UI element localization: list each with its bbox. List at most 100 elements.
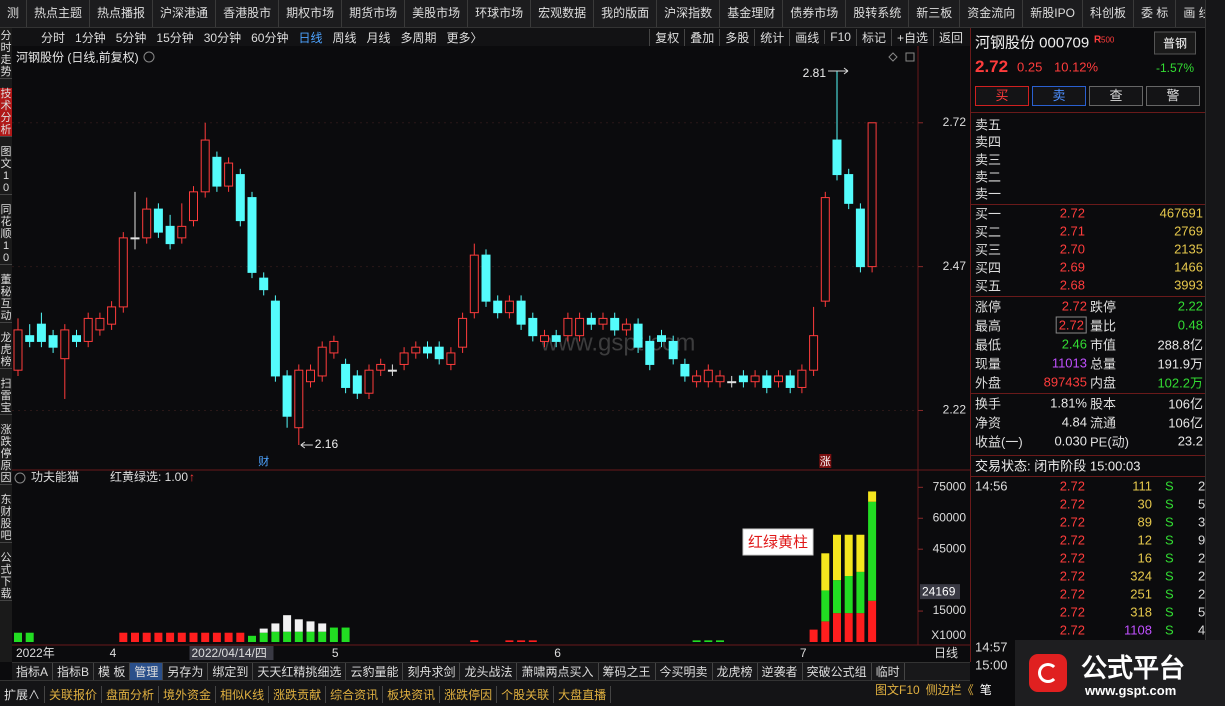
- formula-tab[interactable]: 模 板: [94, 663, 131, 681]
- diamond-icon[interactable]: [888, 52, 898, 62]
- menu-item[interactable]: 沪深港通: [153, 0, 217, 27]
- menu-item[interactable]: 委 标: [1134, 0, 1177, 27]
- menu-item[interactable]: 宏观数据: [531, 0, 595, 27]
- menu-item[interactable]: 期货市场: [342, 0, 406, 27]
- right-link[interactable]: 侧边栏《: [925, 682, 974, 697]
- menu-item[interactable]: 沪深指数: [657, 0, 721, 27]
- period-tab[interactable]: 分时: [41, 30, 66, 45]
- formula-tab[interactable]: 另存为: [163, 663, 209, 681]
- candle-body: [294, 369, 304, 429]
- sidebar-tab[interactable]: 图文10: [0, 146, 12, 195]
- menu-item[interactable]: 科创板: [1083, 0, 1134, 27]
- menu-item[interactable]: 债券市场: [783, 0, 847, 27]
- tool-button[interactable]: 画线: [789, 28, 824, 46]
- tool-button[interactable]: 复权: [649, 28, 684, 46]
- period-tab[interactable]: 更多〉: [446, 30, 483, 45]
- formula-tab[interactable]: 刻舟求剑: [403, 663, 461, 681]
- tool-button[interactable]: 返回: [932, 28, 968, 46]
- sidebar-tab[interactable]: 分时走势: [0, 30, 12, 79]
- period-tab[interactable]: 60分钟: [251, 30, 289, 45]
- dropdown-icon[interactable]: [14, 472, 26, 484]
- tool-button[interactable]: 多股: [719, 28, 754, 46]
- window-icon[interactable]: [905, 52, 915, 62]
- sidebar-tab[interactable]: 东财股吧: [0, 494, 12, 543]
- period-tab[interactable]: 1分钟: [75, 30, 106, 45]
- period-tab[interactable]: 5分钟: [115, 30, 147, 45]
- menu-item[interactable]: 股转系统: [846, 0, 910, 27]
- menu-item[interactable]: 测: [0, 0, 28, 27]
- formula-tab[interactable]: 今买明卖: [656, 663, 713, 681]
- tool-button[interactable]: 叠加: [684, 28, 719, 46]
- right-link[interactable]: 图文F10: [875, 682, 920, 697]
- tool-button[interactable]: 统计: [754, 28, 789, 46]
- formula-tab[interactable]: 云豹量能: [346, 663, 404, 681]
- link-tab[interactable]: 综合资讯: [326, 685, 384, 703]
- link-tab[interactable]: 盘面分析: [102, 685, 160, 703]
- menu-item[interactable]: 热点主题: [27, 0, 91, 27]
- formula-tab[interactable]: 绑定到: [208, 663, 254, 681]
- menu-item[interactable]: 美股市场: [405, 0, 469, 27]
- menu-item[interactable]: 我的版面: [594, 0, 658, 27]
- sidebar-tab[interactable]: 龙虎榜: [0, 332, 12, 369]
- tool-button[interactable]: 标记: [855, 28, 891, 46]
- sidebar-tab[interactable]: 扫雷宝: [0, 378, 12, 415]
- right-link[interactable]: 笔: [979, 682, 992, 697]
- indicator-bar: [341, 627, 350, 642]
- sidebar-tab[interactable]: 同花顺10: [0, 204, 12, 265]
- tool-button[interactable]: F10: [824, 30, 856, 44]
- menu-item[interactable]: 环球市场: [468, 0, 532, 27]
- indicator-bar: [844, 576, 853, 614]
- formula-tab[interactable]: 萧啸两点买入: [517, 663, 599, 681]
- formula-tab[interactable]: 龙头战法: [460, 663, 518, 681]
- menu-item[interactable]: 热点播报: [90, 0, 154, 27]
- link-tab[interactable]: 扩展∧: [0, 685, 46, 703]
- candle-body: [177, 225, 187, 239]
- indicator-bar: [318, 623, 327, 632]
- arrow-head: [843, 67, 849, 75]
- trade-button[interactable]: 卖: [1032, 86, 1086, 106]
- period-tab[interactable]: 多周期: [400, 30, 437, 45]
- menu-item[interactable]: 香港股市: [216, 0, 280, 27]
- candle-body: [774, 375, 783, 383]
- period-tab[interactable]: 月线: [366, 30, 391, 45]
- tool-button[interactable]: +自选: [890, 28, 933, 46]
- sidebar-tab[interactable]: 涨跌停原因: [0, 424, 12, 485]
- sidebar-tab[interactable]: 董秘互动: [0, 274, 12, 323]
- menu-item[interactable]: 期权市场: [279, 0, 343, 27]
- formula-tab[interactable]: 突破公式组: [803, 663, 872, 681]
- formula-tab[interactable]: 筹码之王: [599, 663, 656, 681]
- link-tab[interactable]: 个股关联: [497, 685, 555, 703]
- trade-button[interactable]: 查: [1089, 86, 1143, 106]
- formula-tab[interactable]: 指标B: [53, 663, 95, 681]
- formula-tab[interactable]: 临时: [872, 663, 905, 681]
- menu-item[interactable]: 新股IPO: [1023, 0, 1083, 27]
- link-tab[interactable]: 涨跌贡献: [269, 685, 327, 703]
- annotation-box: [742, 528, 814, 556]
- period-tab[interactable]: 日线: [298, 30, 323, 45]
- formula-tab[interactable]: 指标A: [12, 663, 54, 681]
- menu-item[interactable]: 资金流向: [960, 0, 1024, 27]
- menu-item[interactable]: 新三板: [909, 0, 961, 27]
- link-tab[interactable]: 境外资金: [159, 685, 217, 703]
- trade-button[interactable]: 买: [975, 86, 1029, 106]
- period-tab[interactable]: 30分钟: [203, 30, 242, 45]
- dropdown-icon[interactable]: [143, 51, 155, 63]
- menu-item[interactable]: 基金理财: [720, 0, 784, 27]
- period-tab[interactable]: 15分钟: [156, 30, 194, 45]
- indicator-bar: [259, 632, 268, 642]
- trade-button[interactable]: 警: [1146, 86, 1200, 106]
- formula-tab[interactable]: 逆袭者: [758, 663, 803, 681]
- link-tab[interactable]: 大盘直播: [554, 685, 612, 703]
- link-tab[interactable]: 涨跌停因: [440, 685, 498, 703]
- link-tab[interactable]: 板块资讯: [383, 685, 441, 703]
- candle-body: [750, 375, 760, 383]
- sidebar-tab[interactable]: 公式下载: [0, 552, 12, 601]
- formula-tab[interactable]: 管理: [130, 663, 164, 681]
- menu-bar: 测热点主题 热点播报 沪深港通 香港股市 期权市场 期货市场 美股市场 环球市场 宏观数据 我的版…: [0, 0, 1219, 28]
- sidebar-tab[interactable]: 技术分析: [0, 88, 12, 137]
- formula-tab[interactable]: 龙虎榜: [713, 663, 758, 681]
- link-tab[interactable]: 相似K线: [216, 685, 270, 703]
- link-tab[interactable]: 关联报价: [45, 685, 103, 703]
- period-tab[interactable]: 周线: [332, 30, 357, 45]
- formula-tab[interactable]: 天天红精挑细选: [253, 663, 347, 681]
